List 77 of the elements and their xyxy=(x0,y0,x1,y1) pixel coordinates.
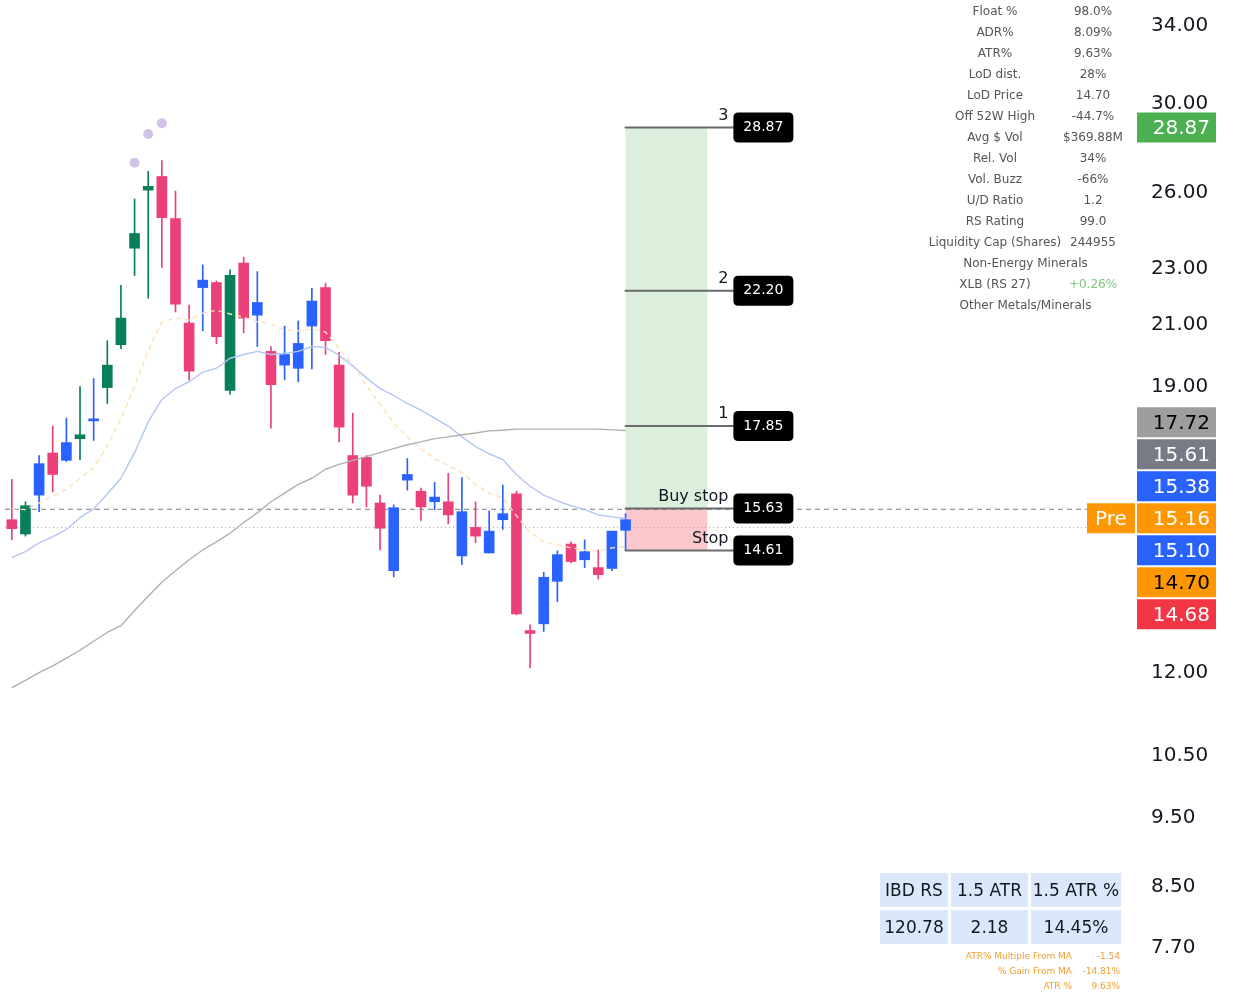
annotation: LoD Price xyxy=(965,87,1025,102)
y-tick-label: 7.70 xyxy=(1151,934,1196,959)
text: 28.87 xyxy=(1152,114,1210,139)
annotation: 9.63% xyxy=(1072,45,1114,60)
annotation: Off 52W High xyxy=(953,108,1037,123)
text: 17.72 xyxy=(1152,409,1210,434)
y-tick-label: 21.00 xyxy=(1151,311,1209,336)
ref-line-label: 17.85 xyxy=(743,416,784,433)
annotation: XLB (RS 27) xyxy=(958,276,1032,291)
annotation: Vol. Buzz xyxy=(967,171,1023,186)
y-tick-label: 8.50 xyxy=(1151,872,1196,897)
annotation: Pre xyxy=(1095,505,1127,530)
annotation: Liquidity Cap (Shares) xyxy=(928,234,1062,249)
annotation: 28% xyxy=(1078,66,1108,81)
annotation: 2.18 xyxy=(951,910,1028,944)
text: 15.38 xyxy=(1152,473,1210,498)
text: ATR% Multiple From MA xyxy=(964,950,1072,961)
y-tick-label: 34.00 xyxy=(1151,12,1209,37)
annotation: 8.09% xyxy=(1072,24,1114,39)
annotation: Other Metals/Minerals xyxy=(958,297,1093,312)
text: 98.0% xyxy=(1072,3,1114,18)
annotation: -44.7% xyxy=(1070,108,1116,123)
annotation: IBD RS xyxy=(880,873,948,907)
annotation: 34% xyxy=(1078,150,1108,165)
annotation: 120.78 xyxy=(880,910,948,944)
annotation: LoD dist. xyxy=(967,66,1023,81)
annotation: 14.70 xyxy=(1074,87,1112,102)
annotation: ADR% xyxy=(975,24,1015,39)
text: % Gain From MA xyxy=(996,965,1072,976)
annotation: 1 xyxy=(718,403,729,423)
annotation: Stop xyxy=(692,527,729,547)
annotation: $369.88M xyxy=(1062,129,1124,144)
candlestick xyxy=(74,386,86,460)
text: 15.10 xyxy=(1152,537,1210,562)
text: Float % xyxy=(971,3,1019,18)
candlestick xyxy=(497,484,509,530)
annotation: +0.26% xyxy=(1067,276,1119,291)
annotation: Non-Energy Minerals xyxy=(962,255,1089,270)
annotation: Buy stop xyxy=(658,485,729,505)
y-tick-label: 26.00 xyxy=(1151,178,1209,203)
annotation: U/D Ratio xyxy=(965,192,1025,207)
ref-line-label: 22.20 xyxy=(743,281,784,298)
annotation: Avg $ Vol xyxy=(966,129,1024,144)
candlestick xyxy=(197,264,209,332)
text: 14.68 xyxy=(1152,601,1210,626)
annotation: 14.45% xyxy=(1031,910,1121,944)
annotation: 99.0 xyxy=(1078,213,1108,228)
annotation: -66% xyxy=(1076,171,1110,186)
text: -1.54 xyxy=(1095,950,1120,961)
ref-line-label: 15.63 xyxy=(743,499,784,516)
y-tick-label: 9.50 xyxy=(1151,803,1196,828)
annotation: 2 xyxy=(718,267,729,287)
text: 15.61 xyxy=(1152,441,1210,466)
text: 15.16 xyxy=(1152,505,1210,530)
y-tick-label: 19.00 xyxy=(1151,373,1209,398)
candlestick xyxy=(251,271,263,347)
text: -14.81% xyxy=(1081,965,1120,976)
y-tick-label: 30.00 xyxy=(1151,89,1209,114)
text: 14.70 xyxy=(1152,569,1210,594)
ref-line-label: 14.61 xyxy=(743,541,784,558)
annotation: 1.5 ATR xyxy=(951,873,1028,907)
candlestick xyxy=(524,624,536,669)
candlestick xyxy=(6,479,18,541)
annotation: 244955 xyxy=(1069,234,1117,249)
annotation: 1.2 xyxy=(1082,192,1104,207)
text: ATR % xyxy=(1042,980,1072,991)
annotation: 1.5 ATR % xyxy=(1031,873,1121,907)
text: 9.63% xyxy=(1090,980,1120,991)
annotation: RS Rating xyxy=(964,213,1026,228)
y-tick-label: 23.00 xyxy=(1151,254,1209,279)
y-tick-label: 10.50 xyxy=(1151,741,1209,766)
annotation: Rel. Vol xyxy=(971,150,1019,165)
ref-line-label: 28.87 xyxy=(743,118,784,135)
y-tick-label: 12.00 xyxy=(1151,658,1209,683)
annotation: 3 xyxy=(718,104,729,124)
candlestick xyxy=(142,171,154,299)
annotation: ATR% xyxy=(976,45,1014,60)
